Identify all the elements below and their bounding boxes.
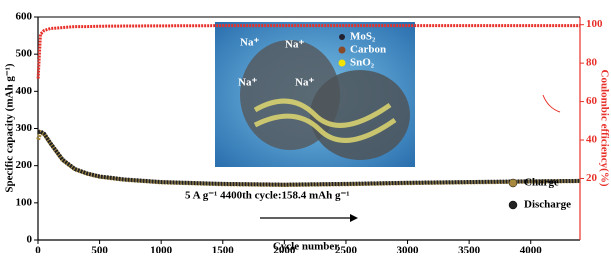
y2-tick-label: 100 <box>586 18 603 30</box>
x-tick-label: 1000 <box>150 245 173 253</box>
x-tick-label: 500 <box>91 245 108 253</box>
inset-label: Na⁺ <box>295 77 314 89</box>
x-tick-label: 2000 <box>273 245 296 253</box>
y2-tick-label: 80 <box>586 57 598 69</box>
y2-tick-label: 60 <box>586 95 598 107</box>
y-tick-label: 100 <box>16 196 33 208</box>
legend-marker <box>509 179 517 187</box>
y-tick-label: 0 <box>27 234 33 246</box>
legend-label: Discharge <box>524 199 571 211</box>
x-tick-label: 1500 <box>212 245 235 253</box>
annotation: 5 A g⁻¹ 4400th cycle:158.4 mAh g⁻¹ <box>185 190 350 202</box>
y-tick-label: 200 <box>16 159 33 171</box>
y-tick-label: 500 <box>16 48 33 60</box>
legend-label: Charge <box>524 177 559 189</box>
inset-label: Na⁺ <box>285 39 304 51</box>
x-tick-label: 3500 <box>458 245 481 253</box>
x-tick-label: 0 <box>35 245 41 253</box>
inset-label: MoS₂ <box>350 31 376 43</box>
inset-label: Na⁺ <box>238 77 257 89</box>
inset-label: SnO₂ <box>350 57 375 69</box>
y2-axis-label: Coulombic efficiency(%) <box>598 70 610 187</box>
y2-tick-label: 20 <box>586 172 598 184</box>
x-tick-label: 2500 <box>335 245 358 253</box>
y2-pointer <box>543 95 560 112</box>
arrow-head <box>350 214 358 222</box>
y-tick-label: 400 <box>16 85 33 97</box>
legend-marker <box>509 201 517 209</box>
x-tick-label: 4000 <box>520 245 543 253</box>
inset-label: Na⁺ <box>240 37 259 49</box>
x-tick-label: 3000 <box>397 245 420 253</box>
y-tick-label: 600 <box>16 11 33 23</box>
y2-tick-label: 40 <box>586 134 598 146</box>
inset-label: Carbon <box>350 44 386 56</box>
y-axis-label: Specific capacity (mAh g⁻¹) <box>4 63 16 193</box>
chart: Cycle number Specific capacity (mAh g⁻¹)… <box>0 0 611 253</box>
y-tick-label: 300 <box>16 122 33 134</box>
